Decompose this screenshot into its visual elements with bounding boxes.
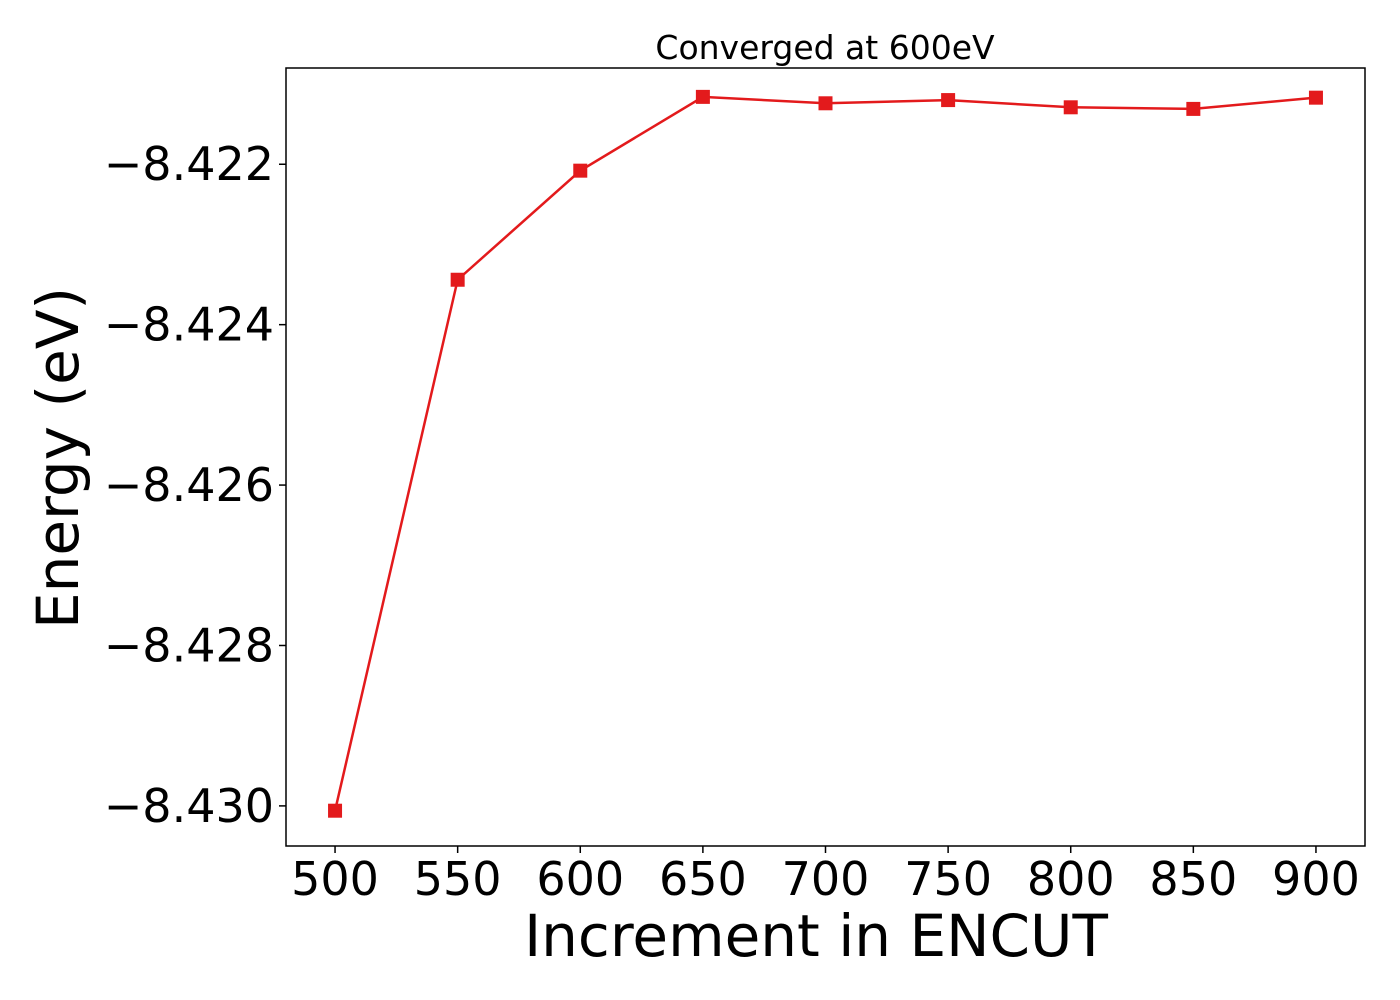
series-markers: [328, 89, 1323, 818]
data-point-marker: [941, 93, 956, 108]
x-tick-label: 750: [904, 852, 992, 906]
data-point-marker: [695, 89, 710, 104]
x-tick-label: 850: [1149, 852, 1237, 906]
y-tick-label: −8.428: [104, 618, 274, 672]
data-point-marker: [1063, 100, 1078, 115]
data-point-marker: [573, 163, 588, 178]
plot-area: [285, 67, 1366, 847]
data-point-marker: [1186, 101, 1201, 116]
x-tick-label: 800: [1027, 852, 1115, 906]
x-tick-label: 700: [782, 852, 870, 906]
y-axis-ticks: −8.422 −8.424 −8.426 −8.428 −8.430: [104, 137, 286, 833]
x-axis-label: Increment in ENCUT: [524, 902, 1108, 970]
y-axis-label: Energy (eV): [24, 287, 92, 629]
data-point-marker: [450, 272, 465, 287]
x-tick-label: 500: [291, 852, 379, 906]
data-point-marker: [328, 803, 343, 818]
x-tick-label: 550: [414, 852, 502, 906]
chart-title: Converged at 600eV: [655, 28, 995, 67]
x-tick-label: 900: [1272, 852, 1360, 906]
x-axis-ticks: 500 550 600 650 700 750 800 850 900: [291, 846, 1360, 906]
y-tick-label: −8.424: [104, 298, 274, 352]
data-point-marker: [818, 96, 833, 111]
x-tick-label: 600: [536, 852, 624, 906]
x-tick-label: 650: [659, 852, 747, 906]
data-point-marker: [1308, 90, 1323, 105]
y-tick-label: −8.430: [104, 779, 274, 833]
y-tick-label: −8.426: [104, 458, 274, 512]
y-tick-label: −8.422: [104, 137, 274, 191]
